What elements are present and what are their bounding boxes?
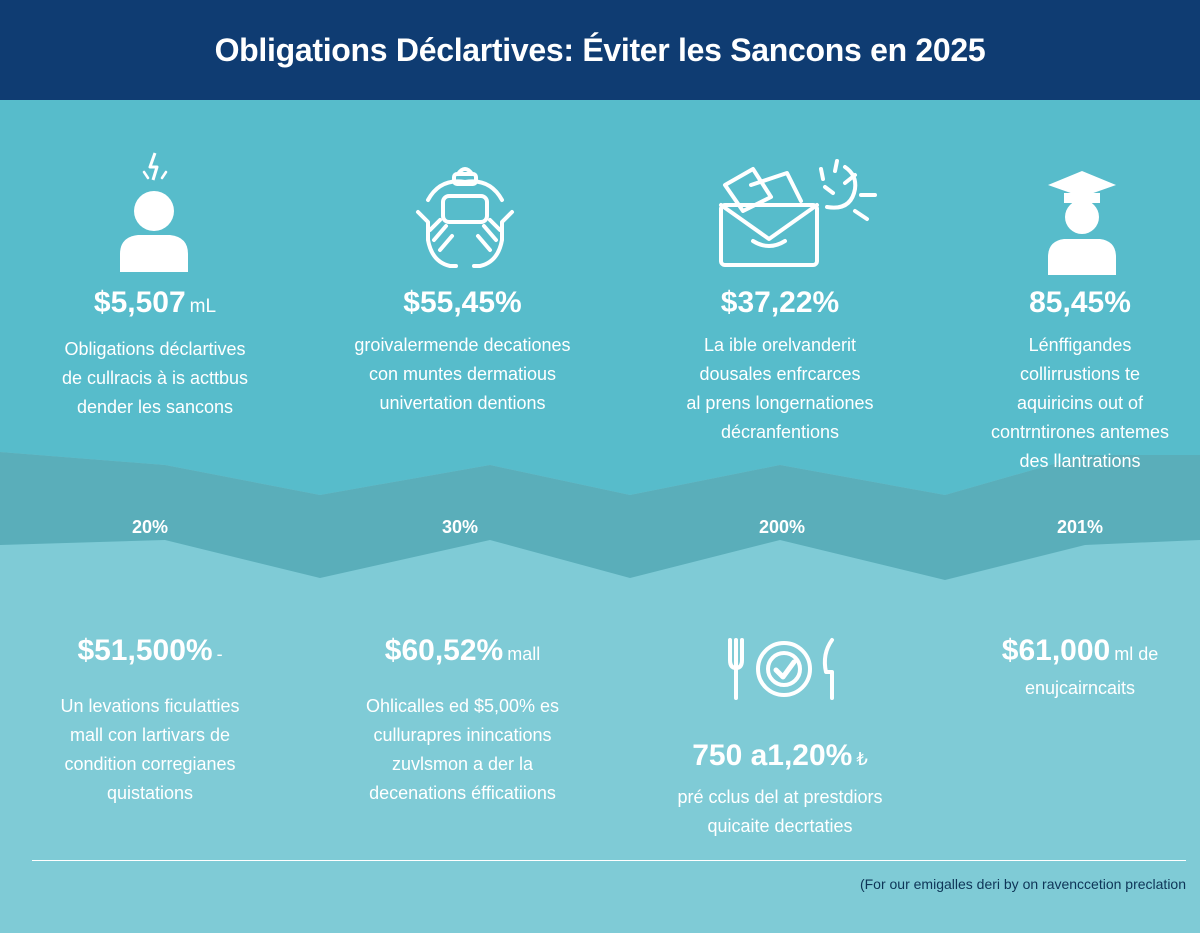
header-banner: Obligations Déclartives: Éviter les Sanc… <box>0 0 1200 100</box>
stat-description: enujcairncaits <box>1024 678 1136 698</box>
page-title: Obligations Déclartives: Éviter les Sanc… <box>214 31 986 68</box>
stat-value: $60,52% <box>384 634 504 667</box>
stat-trail: ₺ <box>856 749 868 769</box>
stat-value: $55,45% <box>403 286 522 319</box>
stat-description: pré cclus del at prestdiors quicaite dec… <box>677 787 883 836</box>
person-alert-icon <box>110 150 200 275</box>
fork-plate-knife-icon <box>722 636 846 702</box>
top-stat-4: 85,45% Lénffigandes collirrustions te aq… <box>960 285 1200 476</box>
background-bands <box>0 100 1200 933</box>
stat-description: groivalermende decationes con muntes der… <box>354 335 571 413</box>
stat-unit: mL <box>189 296 217 317</box>
top-stat-2: $55,45% groivalermende decationes con mu… <box>330 285 595 418</box>
stat-description: Ohlicalles ed $5,00% es cullurapres inin… <box>365 696 560 803</box>
stat-value: 85,45% <box>1029 286 1131 319</box>
footnote: (For our emigalles deri by on ravencceti… <box>859 876 1186 892</box>
bottom-stat-3: 750 a1,20% ₺ pré cclus del at prestdiors … <box>655 738 905 841</box>
stat-value: $61,000 <box>1001 634 1111 667</box>
graduate-person-icon <box>1040 165 1124 277</box>
stat-description: Un levations ficulatties mall con lartiv… <box>60 696 240 803</box>
envelope-documents-icon <box>705 155 885 273</box>
stat-trail: - <box>216 644 223 664</box>
stat-trail: mall <box>507 644 541 664</box>
percent-label-4: 201% <box>1056 517 1104 537</box>
bottom-stat-4: $61,000 ml de enujcairncaits <box>960 633 1200 703</box>
footer-divider <box>32 860 1186 861</box>
stat-value: $37,22% <box>720 286 840 319</box>
bottom-stat-1: $51,500% - Un levations ficulatties mall … <box>25 633 275 808</box>
stat-trail: ml de <box>1114 644 1159 664</box>
top-stat-3: $37,22% La ible orelvanderit dousales en… <box>655 285 905 447</box>
bottom-stat-2: $60,52% mall Ohlicalles ed $5,00% es cull… <box>330 633 595 808</box>
stat-description: La ible orelvanderit dousales enfrcarces… <box>686 335 874 442</box>
percent-label-3: 200% <box>758 517 806 537</box>
percent-label-1: 20% <box>131 517 169 537</box>
stat-value: $51,500% <box>77 634 213 667</box>
stat-value: 750 a1,20% <box>692 739 853 772</box>
top-stat-1: $5,507 mL Obligations déclartives de cull… <box>30 285 280 422</box>
stat-value: $5,507 <box>93 286 186 319</box>
percent-label-2: 30% <box>441 517 479 537</box>
stat-description: Obligations déclartives de cullracis à i… <box>61 339 249 417</box>
stat-description: Lénffigandes collirrustions te aquiricin… <box>990 335 1170 471</box>
hands-device-icon <box>410 160 520 272</box>
